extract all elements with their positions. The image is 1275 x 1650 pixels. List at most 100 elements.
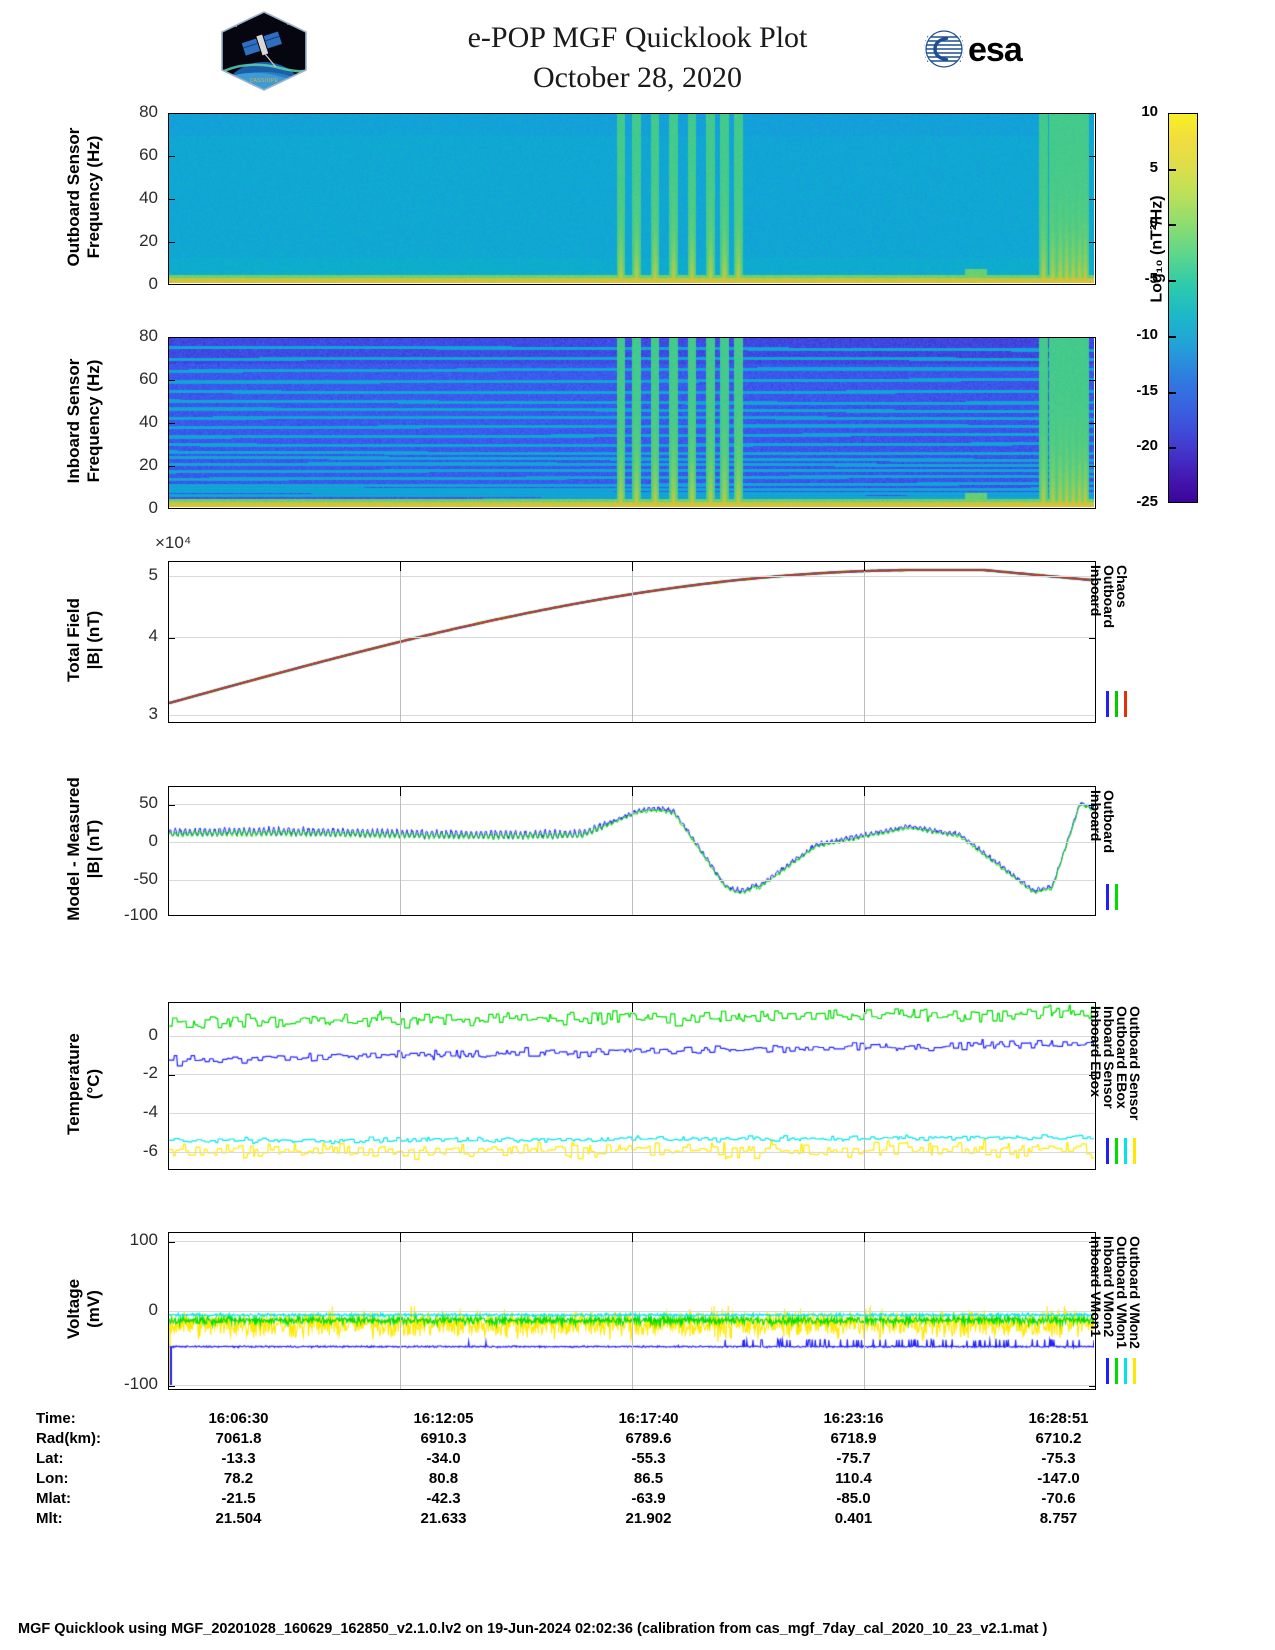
ephemeris-value: 78.2 [223, 1469, 254, 1487]
ephemeris-value: 86.5 [633, 1469, 664, 1487]
x-tick-mark [864, 787, 866, 796]
y-tick-mark [1089, 423, 1096, 425]
colorbar-tick-mark [1168, 168, 1176, 171]
inboard-spectrogram-ytick: 40 [139, 412, 158, 431]
model-minus-measured-legend: Inboard Outboard [1088, 786, 1182, 916]
total-field-ytick: 3 [148, 703, 158, 723]
colorbar-tick-label: 5 [1149, 158, 1158, 176]
voltage-ytick: 0 [148, 1300, 158, 1319]
legend-color-swatch [1133, 1138, 1136, 1164]
y-tick-mark [168, 156, 175, 158]
outboard-spectrogram-data-layer [169, 114, 1094, 283]
time-grid-line [400, 562, 401, 722]
ephemeris-value: -55.3 [631, 1449, 666, 1467]
ephemeris-value: -42.3 [426, 1489, 461, 1507]
time-grid-line [864, 562, 865, 722]
x-tick-mark [632, 1233, 634, 1242]
y-tick-mark [168, 423, 175, 425]
ephemeris-value: 21.504 [215, 1509, 262, 1527]
temperature-legend: Inboard EBox Inboard Sensor Outboard EBox O… [1088, 1002, 1182, 1170]
ephemeris-value: 6910.3 [420, 1429, 467, 1447]
colorbar-tick-label: -10 [1136, 325, 1158, 343]
ephemeris-row: Rad(km): 7061.8 6910.3 6789.6 6718.9 6710.2 [36, 1428, 1161, 1448]
total-field-ytick: 4 [148, 626, 158, 646]
ephemeris-value: -63.9 [631, 1489, 666, 1507]
y-tick-mark [1089, 380, 1096, 382]
x-tick-mark [632, 1003, 634, 1012]
model-minus-measured-ytick: 0 [148, 830, 158, 850]
svg-text:esa: esa [968, 31, 1024, 69]
inboard-spectrogram-panel [168, 337, 1096, 509]
ephemeris-value: -85.0 [836, 1489, 871, 1507]
ephemeris-row: Lat: -13.3 -34.0 -55.3 -75.7 -75.3 [36, 1448, 1161, 1468]
legend-label: Outboard VMon2 [1127, 1236, 1143, 1349]
ephemeris-value: 16:17:40 [618, 1409, 679, 1427]
temperature-ytick: 0 [148, 1024, 158, 1044]
ephemeris-value: 16:06:30 [208, 1409, 269, 1427]
esa-logo: esa [922, 28, 1042, 70]
ephemeris-row: Mlt: 21.504 21.633 21.902 0.401 8.757 [36, 1508, 1161, 1528]
ephemeris-row-label: Lon: [36, 1469, 69, 1487]
x-tick-mark [864, 562, 866, 571]
ephemeris-value: 16:28:51 [1028, 1409, 1089, 1427]
legend-label: Outboard Sensor [1127, 1006, 1143, 1121]
legend-color-swatch [1115, 1358, 1118, 1384]
y-tick-mark [168, 242, 175, 244]
ephemeris-row-label: Mlat: [36, 1489, 71, 1507]
outboard-spectrogram-ytick: 60 [139, 145, 158, 164]
time-grid-line [632, 562, 633, 722]
model-minus-measured-ytick: -50 [133, 868, 158, 888]
legend-color-swatch [1106, 1358, 1109, 1384]
x-tick-mark [400, 1003, 402, 1012]
ephemeris-value: -21.5 [221, 1489, 256, 1507]
model-minus-measured-ytick: -100 [123, 905, 158, 924]
ephemeris-row: Time: 16:06:30 16:12:05 16:17:40 16:23:16 16:… [36, 1408, 1161, 1428]
ephemeris-value: -75.7 [836, 1449, 871, 1467]
ephemeris-value: 6710.2 [1035, 1429, 1082, 1447]
x-tick-mark [400, 787, 402, 796]
time-grid-line [400, 1003, 401, 1169]
colorbar-tick-mark [1168, 335, 1176, 338]
inboard-spectrogram-data-layer [169, 338, 1094, 507]
ephemeris-value: -147.0 [1037, 1469, 1080, 1487]
legend-color-swatch [1124, 1138, 1127, 1164]
total-field-legend: Inboard Outboard Chaos [1088, 561, 1182, 723]
temperature-data-layer [169, 1003, 1094, 1168]
colorbar-tick-label: 0 [1149, 214, 1158, 232]
ephemeris-row: Lon: 78.2 80.8 86.5 110.4 -147.0 [36, 1468, 1161, 1488]
y-tick-mark [168, 380, 175, 382]
colorbar-tick-mark [1168, 224, 1176, 227]
x-tick-mark [400, 1233, 402, 1242]
ephemeris-value: 16:12:05 [413, 1409, 474, 1427]
ephemeris-value: -13.3 [221, 1449, 256, 1467]
ephemeris-value: 6718.9 [830, 1429, 877, 1447]
title-line-1: e-POP MGF Quicklook Plot [467, 21, 808, 54]
ephemeris-value: 7061.8 [215, 1429, 262, 1447]
ephemeris-value: 6789.6 [625, 1429, 672, 1447]
time-grid-line [864, 1233, 865, 1389]
legend-color-swatch [1115, 691, 1118, 717]
ephemeris-value: -34.0 [426, 1449, 461, 1467]
colorbar-tick-label: 10 [1141, 103, 1158, 120]
ephemeris-value: 21.902 [625, 1509, 672, 1527]
colorbar-tick-mark [1168, 391, 1176, 394]
colorbar-tick-mark [1168, 447, 1176, 450]
time-grid-line [632, 1233, 633, 1389]
ephemeris-row-label: Time: [36, 1409, 76, 1427]
voltage-ytick: 100 [129, 1230, 158, 1250]
colorbar [1168, 113, 1198, 503]
voltage-data-layer [169, 1233, 1094, 1388]
ephemeris-table: Time: 16:06:30 16:12:05 16:17:40 16:23:16 16:… [0, 1408, 1275, 1528]
legend-color-swatch [1106, 884, 1109, 910]
ephemeris-value: 8.757 [1039, 1509, 1078, 1527]
legend-color-swatch [1124, 691, 1127, 717]
ephemeris-row-label: Rad(km): [36, 1429, 102, 1447]
y-tick-mark [168, 466, 175, 468]
x-tick-mark [632, 562, 634, 571]
outboard-spectrogram-ytick: 80 [139, 102, 158, 121]
time-grid-line [864, 1003, 865, 1169]
colorbar-tick-label: -15 [1136, 381, 1158, 399]
legend-color-swatch [1133, 1358, 1136, 1384]
legend-color-swatch [1106, 1138, 1109, 1164]
legend-label: Chaos [1114, 565, 1130, 608]
